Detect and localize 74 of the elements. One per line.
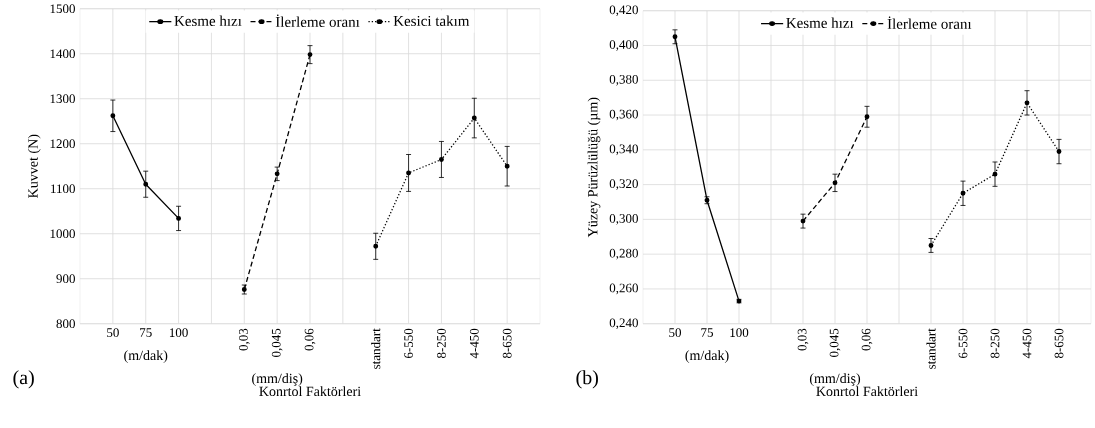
point — [143, 181, 149, 187]
x-tick-label: 100 — [730, 328, 749, 338]
y-tick-label: 0,400 — [609, 40, 638, 51]
x-tick-label: 0,045 — [829, 328, 841, 358]
text: (m/dak) — [685, 350, 729, 364]
point — [960, 190, 966, 196]
point — [274, 171, 280, 177]
point — [992, 171, 998, 177]
x-tick-label: 8-650 — [502, 328, 512, 359]
x-tick-label: standart — [926, 328, 936, 369]
y-tick-label: 900 — [56, 274, 75, 284]
y-tick-label: 0,340 — [609, 144, 638, 156]
x-axis-title: Konrtol Faktörleri — [259, 386, 361, 397]
point — [471, 115, 477, 121]
legend-label: Kesme hızı — [174, 15, 242, 27]
y-tick-label: 0,260 — [609, 283, 638, 295]
x-tick-label: 50 — [107, 328, 119, 338]
y-axis-title: Yüzey Pürüzlülüğü (µm) — [587, 97, 601, 238]
x-tick-label: 8-250 — [437, 328, 446, 359]
x-tick-label: 0,06 — [304, 328, 316, 351]
x-tick-label: 0,03 — [238, 328, 250, 351]
y-tick-label: 1000 — [50, 229, 75, 239]
y-tick-label: 0,240 — [609, 318, 638, 330]
point — [800, 218, 806, 224]
y-tick-label: 1400 — [50, 49, 75, 59]
x-tick-label: 50 — [669, 328, 682, 338]
y-tick-label: 1100 — [51, 184, 75, 194]
x-tick-label: 4-450 — [1022, 328, 1032, 359]
x-tick-label: 8-650 — [1054, 328, 1064, 359]
point — [406, 170, 412, 176]
text: (m/dak) — [124, 350, 168, 364]
y-tick-label: 0,380 — [609, 75, 638, 86]
point — [438, 157, 444, 163]
x-tick-label: 6-550 — [958, 328, 968, 359]
y-tick-label: 0,280 — [609, 248, 638, 260]
point — [307, 52, 313, 58]
x-tick-label: standart — [371, 328, 381, 369]
legend-label: İlerleme oranı — [887, 16, 972, 30]
x-tick-label: 8-250 — [990, 328, 1000, 359]
x-tick-label: 75 — [140, 328, 152, 338]
y-tick-label: 1300 — [50, 94, 75, 104]
x-tick-label: 75 — [701, 328, 714, 338]
y-axis-title: Kuvvet (N) — [27, 134, 41, 199]
legend-label: Kesme hızı — [786, 17, 854, 29]
x-tick-label: 0,06 — [861, 328, 873, 351]
y-tick-label: 0,320 — [609, 179, 638, 191]
point — [672, 34, 678, 40]
x-tick-label: 0,045 — [271, 328, 283, 358]
y-tick-label: 0,360 — [609, 109, 638, 121]
y-tick-label: 0,300 — [609, 214, 638, 225]
point — [832, 180, 838, 186]
point — [176, 216, 182, 221]
text: (b) — [576, 370, 598, 389]
x-tick-label: 100 — [169, 328, 188, 338]
y-tick-label: 1200 — [50, 139, 75, 149]
point — [864, 114, 870, 120]
text: (a) — [13, 370, 34, 389]
x-axis-title: Konrtol Faktörleri — [816, 386, 918, 397]
point — [928, 243, 934, 249]
text: (mm/diş) — [809, 373, 861, 387]
x-tick-label: 4-450 — [469, 328, 479, 359]
text: (mm/diş) — [252, 373, 303, 387]
point — [1024, 100, 1030, 106]
y-tick-label: 0,420 — [609, 5, 638, 17]
x-tick-label: 0,03 — [797, 328, 809, 351]
y-tick-label: 1500 — [50, 4, 75, 14]
legend-label: İlerleme oranı — [275, 14, 360, 28]
legend-label: Kesici takım — [393, 15, 470, 27]
point — [110, 113, 116, 119]
point — [504, 163, 510, 169]
point — [1056, 149, 1062, 155]
point — [373, 244, 379, 249]
y-tick-label: 800 — [56, 319, 75, 329]
x-tick-label: 6-550 — [404, 328, 413, 359]
